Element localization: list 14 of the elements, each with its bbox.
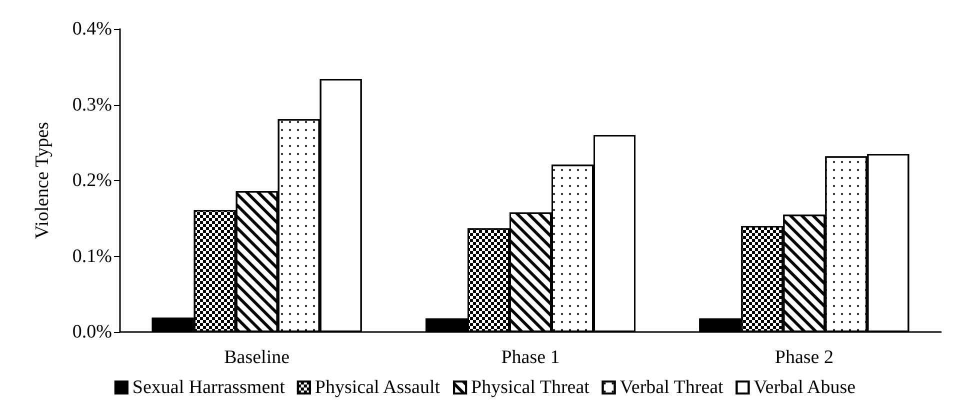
- x-tick-label: Phase 2: [774, 347, 834, 368]
- y-tick-label: 0.2%: [72, 170, 112, 191]
- x-tick-label: Phase 1: [501, 347, 560, 368]
- y-axis-title: Violence Types: [32, 122, 53, 239]
- legend-label: Physical Threat: [471, 377, 590, 398]
- x-tick-label: Baseline: [224, 347, 290, 368]
- legend-label: Sexual Harrassment: [132, 377, 286, 398]
- y-tick-label: 0.1%: [72, 246, 112, 267]
- legend-label: Physical Assault: [314, 377, 441, 398]
- legend-label: Verbal Abuse: [754, 377, 856, 398]
- y-tick-label: 0.3%: [72, 94, 112, 116]
- y-tick-label: 0.0%: [72, 322, 112, 342]
- y-tick-label: 0.4%: [72, 18, 112, 40]
- legend-label: Verbal Threat: [620, 377, 724, 398]
